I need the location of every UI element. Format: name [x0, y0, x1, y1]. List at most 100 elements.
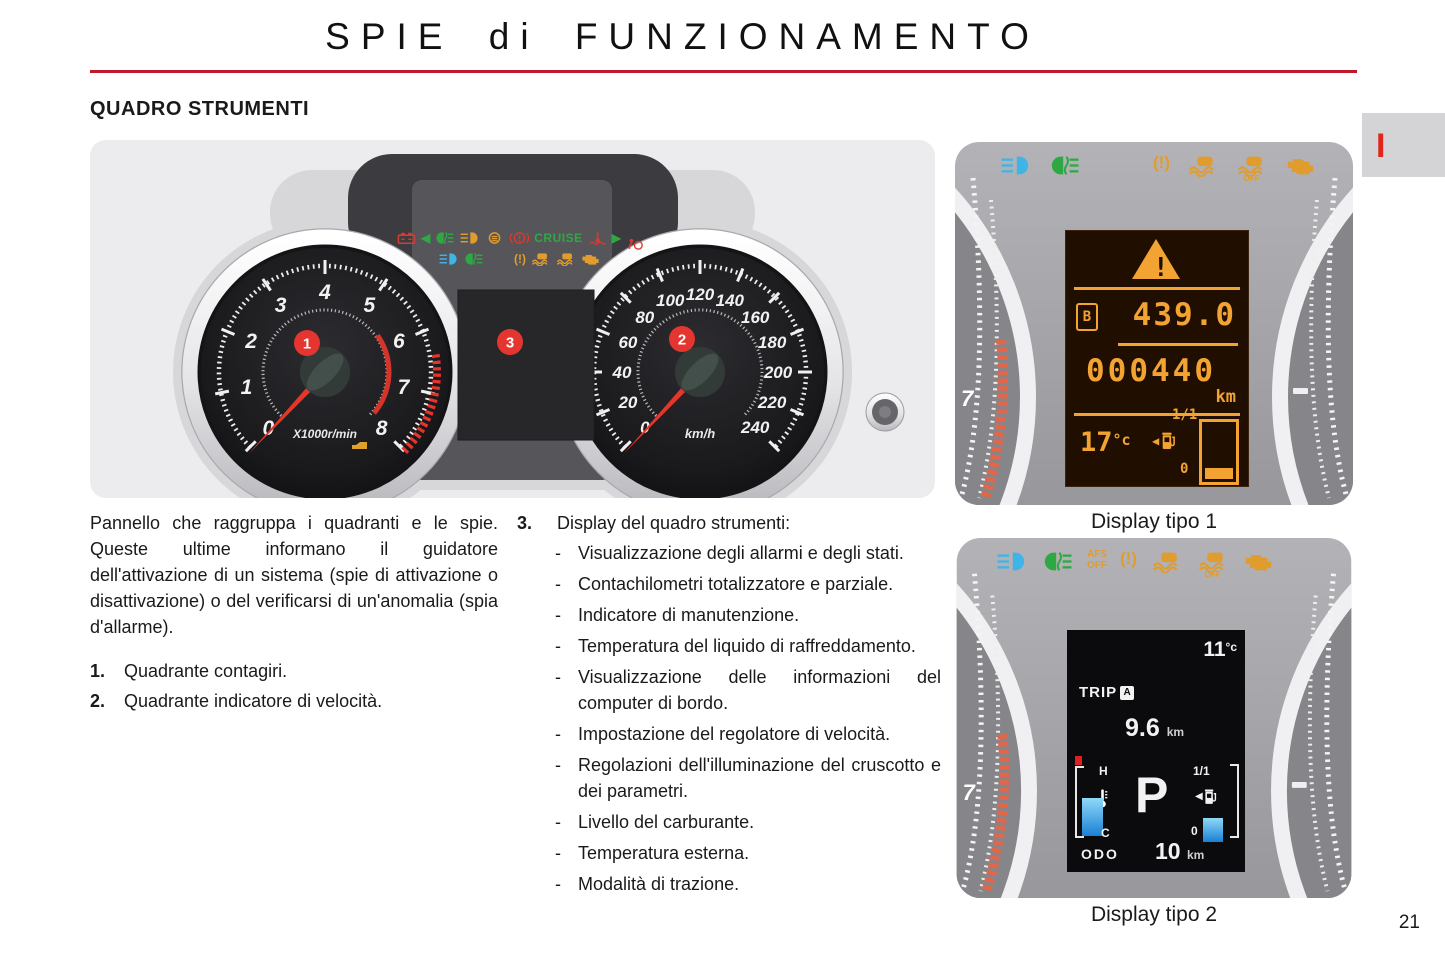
turn-signal-right-icon: ▶: [611, 230, 621, 245]
odometer-label: ODO: [1081, 846, 1119, 862]
off-label: OFF: [1243, 174, 1260, 183]
svg-text:240: 240: [740, 418, 770, 437]
lcd-divider: [1074, 287, 1240, 290]
tachometer-needle: [248, 369, 328, 454]
tachometer-gauge: 0 1 2 3 4 5 6 7 8 X1000r/min: [181, 228, 469, 498]
esc-off-icon: OFF: [1235, 154, 1268, 183]
legend-item-1-text: Quadrante contagiri.: [124, 661, 288, 681]
legend-item-2-number: 2.: [90, 691, 106, 711]
display-type2-figure: 7 AFS OFF (!) OFF 11°c TRIP A 9.6 km H: [955, 538, 1353, 898]
esc-off-icon: OFF: [1196, 550, 1229, 579]
front-fog-light-icon: [1048, 154, 1081, 177]
page-title: SPIE di FUNZIONAMENTO: [325, 16, 1040, 57]
svg-text:2: 2: [244, 330, 257, 353]
svg-text:4: 4: [318, 281, 331, 304]
coolant-temp-bar: [1082, 798, 1103, 836]
fuel-level-bar: [1203, 818, 1223, 842]
legend-item-3-number: 3.: [517, 513, 533, 533]
fuel-gauge-min: 0: [1180, 461, 1189, 477]
bullet-item: - Temperatura del liquido di raffreddamen…: [555, 636, 916, 656]
gear-position: P: [1135, 767, 1169, 823]
fuel-pump-icon: ◀: [1195, 788, 1217, 805]
page-number: 21: [1398, 912, 1420, 933]
afs-off-indicator: AFS OFF: [1087, 549, 1107, 571]
cruise-control-indicator: CRUISE: [534, 230, 583, 245]
legend-item-3-text: Display del quadro strumenti:: [557, 513, 791, 533]
instrument-cluster-figure: 0 1 2 3 4 5 6 7 8 X1000r/min: [90, 140, 935, 498]
callout-1: 1: [303, 336, 311, 353]
trip-distance-value: 9.6 km: [1125, 714, 1185, 742]
svg-text:20: 20: [617, 393, 637, 412]
bullet-item: - Modalità di trazione.: [555, 874, 740, 894]
high-beam-icon: [999, 154, 1032, 177]
temp-gauge-bracket: [1075, 766, 1085, 838]
tpms-warning-icon: (!): [1153, 153, 1170, 172]
trip-b-indicator: B: [1076, 303, 1098, 331]
high-beam-icon: [995, 550, 1028, 573]
intro-paragraph: Pannello che raggruppa i quadranti e le …: [90, 513, 498, 637]
bullet-item: - Temperatura esterna.: [555, 843, 750, 863]
coolant-temperature-warning-icon: [587, 231, 608, 245]
lcd-divider: [1074, 413, 1240, 416]
door-ajar-icon: [352, 442, 367, 449]
cluster-artwork: 0 1 2 3 4 5 6 7 8 X1000r/min: [173, 154, 905, 498]
tachometer-scale-labels: 0 1 2 3 4 5 6 7 8: [241, 281, 411, 440]
bullet-item: - Livello del carburante.: [555, 812, 755, 832]
svg-text:60: 60: [618, 333, 637, 352]
svg-text:200: 200: [763, 363, 793, 382]
brake-warning-icon: [509, 231, 530, 245]
distance-unit: km: [1215, 387, 1236, 407]
fuel-pump-icon: ◀: [1152, 431, 1176, 450]
side-gauge-digit: 7: [961, 386, 975, 411]
svg-text:80: 80: [635, 308, 654, 327]
esc-off-icon: [555, 252, 576, 266]
display-type1-lcd: ! B 439.0 000440 km 17°c ◀ 1/1 0: [1065, 230, 1249, 487]
svg-text:120: 120: [686, 285, 715, 304]
cluster-knob: [865, 392, 905, 432]
legend-item-2: 2. Quadrante indicatore di velocità.: [90, 686, 510, 716]
esc-indicator-icon: [1150, 550, 1183, 573]
bullet-item: - Regolazioni dell'illuminazione del crus…: [555, 755, 941, 801]
svg-text:7: 7: [398, 376, 411, 399]
svg-text:0: 0: [640, 418, 650, 437]
off-label: OFF: [1204, 570, 1221, 579]
red-divider: [90, 70, 1357, 73]
legend-items: 1. Quadrante contagiri. 2. Quadrante ind…: [90, 656, 510, 716]
svg-text:3: 3: [275, 294, 287, 317]
rear-fog-light-icon: [434, 231, 455, 245]
bullet-item: - Visualizzazione degli allarmi e degli s…: [555, 543, 904, 563]
trip-distance-value: 439.0: [1132, 297, 1236, 333]
display-type1-figure: 7 (!) OFF ! B 439.0 000440 km: [955, 142, 1353, 505]
trip-indicator: TRIP A: [1079, 684, 1135, 701]
section-heading: QUADRO STRUMENTI: [90, 98, 310, 120]
svg-text:5: 5: [364, 294, 376, 317]
check-engine-icon: [1242, 550, 1275, 573]
legend-item-3-bullets: - Visualizzazione degli allarmi e degli s…: [555, 540, 941, 897]
svg-text:8: 8: [376, 417, 388, 440]
headlight-leveling-icon: [459, 231, 480, 245]
svg-text:1: 1: [241, 376, 253, 399]
speedometer-scale-labels: 0 20 40 60 80 100 120 140 160 180 200 22…: [612, 285, 793, 437]
chapter-tab-label: I: [1376, 127, 1386, 165]
speedometer-needle: [623, 369, 703, 454]
svg-text:160: 160: [741, 308, 770, 327]
abs-warning-icon: [484, 231, 505, 245]
tpms-warning-icon: (!): [1120, 549, 1137, 568]
display-type2-lcd: 11°c TRIP A 9.6 km H C P 1/1 ◀ 0 ODO 10 k…: [1067, 630, 1245, 872]
check-engine-icon: [1284, 154, 1317, 177]
callout-2: 2: [678, 332, 686, 349]
fuel-gauge-max: 1/1: [1172, 407, 1198, 423]
front-fog-light-icon: [463, 252, 484, 266]
lcd-underline: [1118, 343, 1238, 346]
svg-text:40: 40: [612, 363, 632, 382]
temp-gauge-red-mark: [1075, 756, 1082, 765]
svg-text:140: 140: [716, 291, 745, 310]
fuel-gauge-bracket: [1229, 764, 1239, 838]
fuel-gauge-max: 1/1: [1193, 764, 1210, 778]
chapter-tab: I: [1362, 113, 1445, 177]
outside-temperature: 17°c: [1080, 427, 1131, 458]
warning-lights-row-2: (!): [438, 252, 601, 266]
speedometer-unit: km/h: [685, 426, 715, 441]
fuel-gauge-min: 0: [1191, 824, 1198, 838]
